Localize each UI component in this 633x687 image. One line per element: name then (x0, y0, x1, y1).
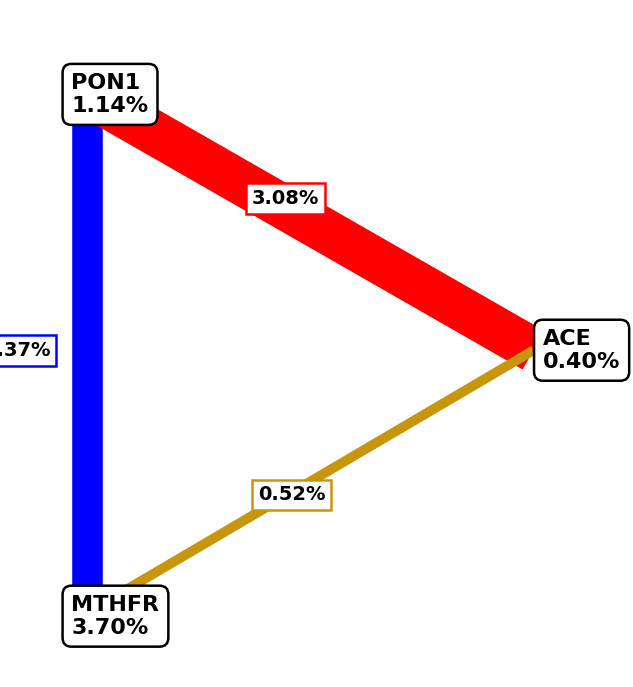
Text: -2.37%: -2.37% (0, 341, 50, 360)
Text: ACE
0.40%: ACE 0.40% (543, 328, 620, 372)
Text: 0.52%: 0.52% (258, 486, 325, 504)
Text: MTHFR
3.70%: MTHFR 3.70% (72, 594, 160, 638)
Text: 3.08%: 3.08% (252, 189, 319, 208)
Text: PON1
1.14%: PON1 1.14% (72, 73, 149, 116)
